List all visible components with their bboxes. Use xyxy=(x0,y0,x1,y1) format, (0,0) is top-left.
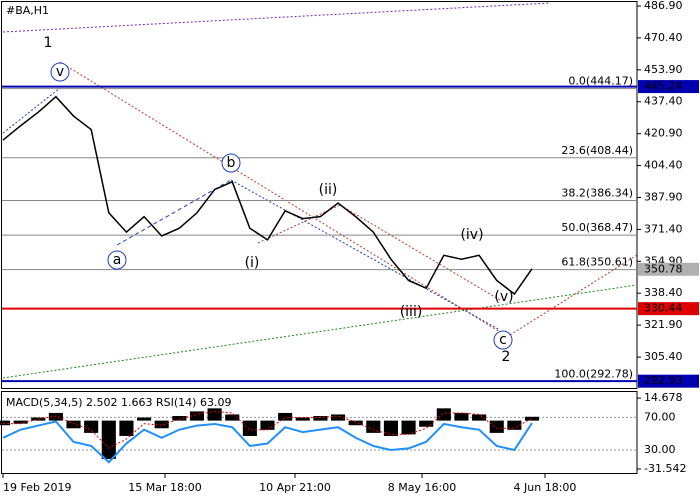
x-tick-label: 10 Apr 21:00 xyxy=(259,481,331,494)
wave-circle xyxy=(50,62,70,82)
indicator-title: MACD(5,34,5) 2.502 1.663 RSI(14) 63.09 xyxy=(6,396,231,409)
macd-bar xyxy=(366,420,381,433)
macd-bar xyxy=(225,414,240,421)
y-tick-label: 14.678 xyxy=(644,391,683,404)
macd-bar xyxy=(278,412,293,421)
trend-line xyxy=(2,87,61,134)
trend-line xyxy=(257,204,341,244)
y-tick-label: 437.40 xyxy=(644,95,683,108)
macd-bar xyxy=(472,414,487,421)
trend-line xyxy=(509,254,638,336)
rsi-line xyxy=(2,420,533,464)
trend-line xyxy=(116,179,232,246)
macd-bar xyxy=(524,416,540,421)
trend-lines xyxy=(2,2,638,379)
macd-bar xyxy=(48,412,63,421)
wave-label: b xyxy=(227,155,236,171)
macd-bar xyxy=(348,420,363,426)
macd-bar xyxy=(436,408,451,421)
x-tick-label: 4 Jun 18:00 xyxy=(514,481,577,494)
macd-bar xyxy=(119,420,134,436)
macd-bar xyxy=(84,420,99,433)
y-tick-label: 387.90 xyxy=(644,190,683,203)
wave-label: (v) xyxy=(494,289,513,305)
y-tick-label: 470.40 xyxy=(644,31,683,44)
price-level-label: 445.24 xyxy=(644,80,683,93)
macd-bar xyxy=(66,420,81,429)
y-tick-label: 486.90 xyxy=(644,0,683,12)
macd-bar xyxy=(31,417,46,421)
macd-bar xyxy=(454,412,469,421)
y-tick-label: 338.40 xyxy=(644,286,683,299)
trend-line xyxy=(339,204,501,301)
wave-label: v xyxy=(56,64,64,80)
x-tick-label: 15 Mar 18:00 xyxy=(128,481,201,494)
macd-bar xyxy=(401,420,416,435)
y-tick-label: 453.90 xyxy=(644,63,683,76)
macd-bar xyxy=(0,420,11,426)
macd-bar xyxy=(172,416,187,421)
wave-circle xyxy=(493,330,513,350)
price-level-box xyxy=(638,302,699,316)
wave-label: 1 xyxy=(44,35,53,51)
wave-label: 2 xyxy=(502,349,511,365)
y2-tick-label: 70.00 xyxy=(644,410,676,423)
signal-line xyxy=(3,410,533,449)
wave-label: (i) xyxy=(245,255,260,271)
wave-circle xyxy=(221,153,241,173)
macd-bar xyxy=(154,420,169,429)
y-tick-label: 420.90 xyxy=(644,127,683,140)
y-tick-label: 371.40 xyxy=(644,222,683,235)
macd-bar xyxy=(383,420,398,436)
fib-label: 0.0(444.17) xyxy=(568,75,633,88)
price-level-label: 350.78 xyxy=(644,262,683,275)
y-tick-label: 404.40 xyxy=(644,159,683,172)
macd-bar xyxy=(419,420,434,427)
price-level-label: 292.93 xyxy=(644,374,683,387)
wave-label: (iii) xyxy=(400,304,423,320)
wave-label: (ii) xyxy=(319,182,338,198)
macd-bar xyxy=(101,420,116,459)
macd-bar xyxy=(242,420,257,436)
chart-title: #BA,H1 xyxy=(6,4,49,17)
x-tick-label: 8 May 16:00 xyxy=(388,481,456,494)
y-tick-label: 321.90 xyxy=(644,318,683,331)
price-level-box xyxy=(638,80,699,94)
fib-label: 100.0(292.78) xyxy=(554,367,633,380)
indicator-frame xyxy=(1,391,638,474)
price-level-box xyxy=(638,262,699,276)
macd-bar xyxy=(295,417,310,421)
macd-bar xyxy=(489,420,504,433)
macd-bar xyxy=(507,420,522,430)
macd-bar xyxy=(330,414,346,421)
fib-label: 61.8(350.61) xyxy=(561,256,633,269)
wave-label: c xyxy=(499,332,507,348)
macd-bar xyxy=(13,420,28,424)
macd-bar xyxy=(207,408,222,421)
fib-label: 23.6(408.44) xyxy=(561,144,633,157)
fib-label: 38.2(386.34) xyxy=(561,186,633,199)
macd-bar xyxy=(260,420,275,430)
macd-bar xyxy=(313,416,328,421)
x-tick-label: 19 Feb 2019 xyxy=(3,481,71,494)
macd-bar xyxy=(189,411,205,421)
y2-tick-label: 30.00 xyxy=(644,443,676,456)
fib-label: 50.0(368.47) xyxy=(561,221,633,234)
price-level-label: 330.44 xyxy=(644,302,683,315)
y-tick-label: -31.542 xyxy=(644,462,686,475)
price-line xyxy=(2,95,533,296)
price-level-box xyxy=(638,374,699,388)
macd-bar xyxy=(137,417,152,421)
wave-label: a xyxy=(113,252,122,268)
wave-label: (iv) xyxy=(460,227,483,243)
price-frame xyxy=(1,1,638,389)
trend-line xyxy=(2,2,551,33)
y-tick-label: 305.40 xyxy=(644,350,683,363)
trend-line xyxy=(2,284,638,379)
wave-circle xyxy=(107,250,127,270)
trend-line xyxy=(230,179,501,331)
